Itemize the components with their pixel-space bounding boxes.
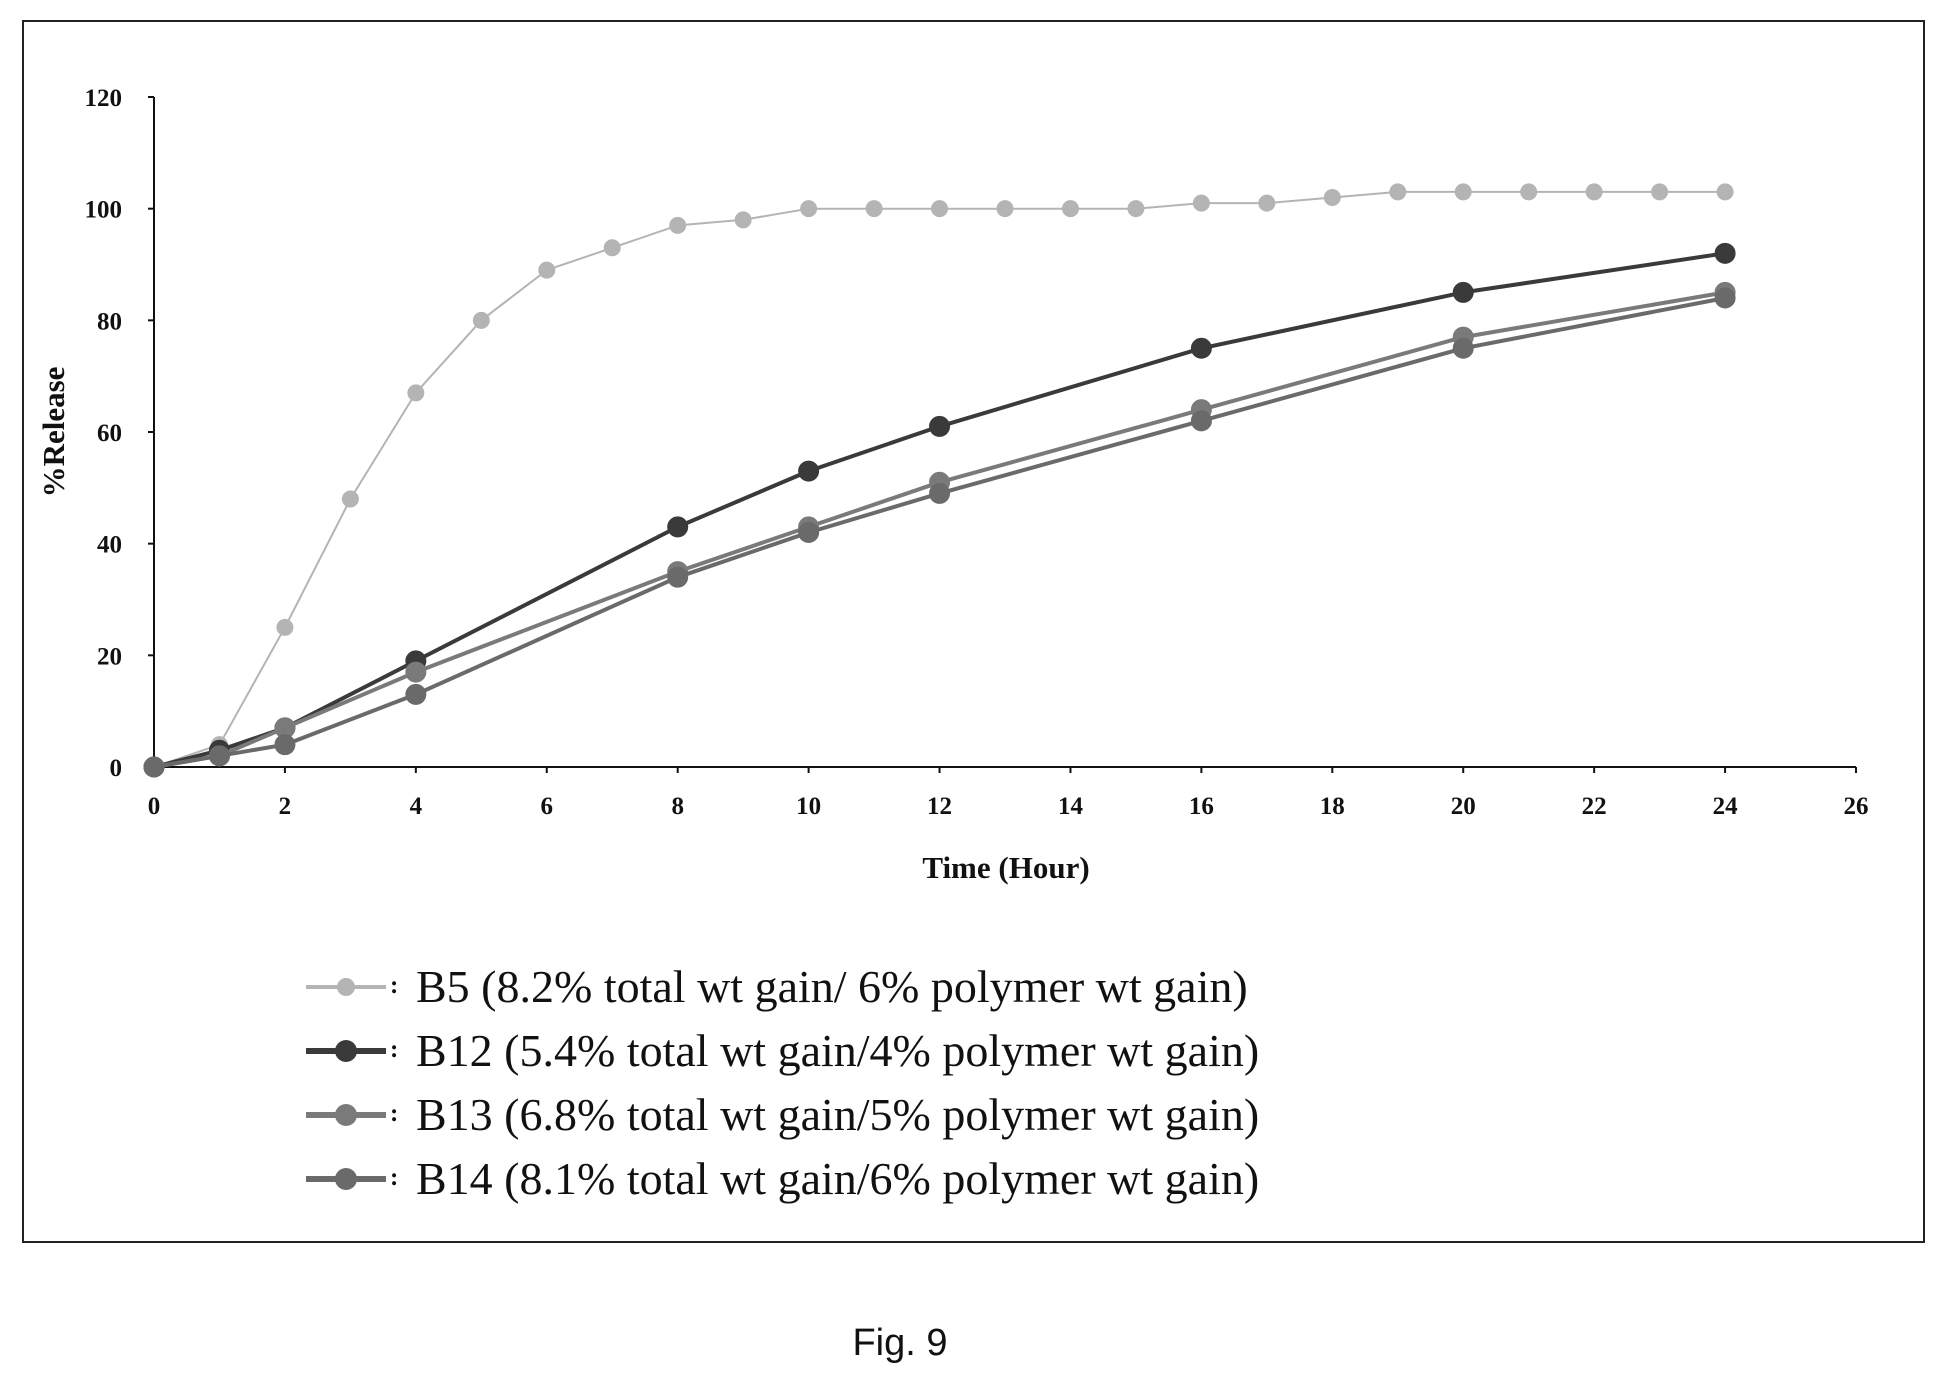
data-point-b5 (1127, 200, 1145, 218)
data-point-b5 (669, 216, 687, 234)
y-tick-label: 20 (97, 643, 122, 670)
data-point-b5 (1651, 183, 1669, 201)
data-point-b5 (1192, 194, 1210, 212)
data-point-b5 (931, 200, 949, 218)
legend-label-b12: B12 (5.4% total wt gain/4% polymer wt ga… (416, 1025, 1259, 1076)
data-point-b12 (929, 415, 951, 437)
legend-dots-b12: : (390, 1036, 398, 1063)
legend-dots-b5: : (390, 972, 398, 999)
x-tick-label: 20 (1451, 793, 1476, 820)
data-point-b14 (143, 756, 165, 778)
x-tick-label: 18 (1320, 793, 1345, 820)
data-point-b5 (1520, 183, 1538, 201)
data-point-b14 (208, 745, 230, 767)
x-tick-label: 6 (541, 793, 554, 820)
data-point-b14 (798, 522, 820, 543)
series-line-b12 (153, 251, 1726, 769)
y-tick-label: 80 (97, 308, 122, 335)
data-point-b5 (603, 239, 621, 257)
legend-label-b5: B5 (8.2% total wt gain/ 6% polymer wt ga… (416, 961, 1248, 1012)
y-axis-title: %Release (36, 367, 71, 498)
data-point-b5 (276, 618, 294, 636)
legend-dots-b13: : (390, 1100, 398, 1127)
data-point-b5 (1716, 183, 1734, 201)
data-point-b5 (1323, 189, 1341, 206)
data-point-b14 (1190, 410, 1212, 432)
data-point-b14 (929, 482, 951, 504)
legend-swatch-marker-b13 (335, 1104, 357, 1126)
data-point-b12 (667, 516, 689, 538)
data-point-b5 (538, 261, 556, 279)
x-tick-label: 2 (279, 793, 292, 820)
x-tick-label: 22 (1582, 793, 1607, 820)
data-point-b12 (798, 460, 820, 482)
series-line-b14 (153, 296, 1726, 769)
legend-label-b13: B13 (6.8% total wt gain/5% polymer wt ga… (416, 1089, 1259, 1140)
legend-swatch-marker-b14 (335, 1168, 357, 1190)
data-point-b5 (1454, 183, 1472, 201)
legend-label-b14: B14 (8.1% total wt gain/6% polymer wt ga… (416, 1153, 1259, 1204)
y-tick-label: 0 (110, 755, 123, 782)
x-tick-label: 10 (796, 793, 821, 820)
legend-swatch-marker-b12 (335, 1040, 357, 1062)
legend-dots-b14: : (390, 1164, 398, 1191)
data-point-b13 (405, 661, 427, 683)
x-tick-label: 8 (671, 793, 684, 820)
data-point-b5 (734, 211, 752, 229)
x-tick-label: 12 (927, 793, 952, 820)
data-point-b12 (1190, 337, 1212, 359)
data-point-b14 (1452, 337, 1474, 359)
chart-frame (22, 20, 1925, 1243)
data-point-b12 (1714, 242, 1736, 264)
data-point-b5 (996, 200, 1014, 218)
data-point-b5 (1585, 183, 1603, 201)
x-tick-label: 14 (1058, 793, 1084, 820)
x-tick-label: 16 (1189, 793, 1214, 820)
data-point-b14 (667, 566, 689, 588)
x-axis-title: Time (Hour) (922, 850, 1089, 885)
data-point-b5 (1061, 200, 1079, 218)
data-point-b14 (1714, 287, 1736, 309)
x-tick-label: 0 (148, 793, 161, 820)
data-point-b14 (405, 683, 427, 705)
figure-caption: Fig. 9 (852, 1322, 948, 1364)
x-tick-label: 26 (1844, 793, 1869, 820)
legend-swatch-marker-b5 (337, 978, 355, 996)
y-tick-label: 60 (97, 420, 122, 447)
x-tick-label: 4 (410, 793, 423, 820)
data-point-b14 (274, 734, 296, 756)
data-point-b5 (865, 200, 883, 218)
y-tick-label: 120 (85, 85, 123, 112)
data-point-b12 (1452, 281, 1474, 303)
data-point-b5 (407, 384, 425, 402)
data-point-b5 (341, 490, 359, 508)
data-point-b5 (472, 311, 490, 329)
series-line-b13 (153, 290, 1726, 769)
y-tick-label: 100 (85, 197, 123, 224)
x-tick-label: 24 (1713, 793, 1739, 820)
y-tick-label: 40 (97, 532, 122, 559)
data-point-b5 (800, 200, 818, 218)
data-point-b5 (1258, 194, 1276, 212)
data-point-b5 (1389, 183, 1407, 201)
